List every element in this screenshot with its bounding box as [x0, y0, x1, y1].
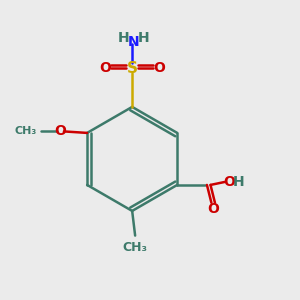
Text: O: O [207, 202, 219, 216]
Text: H: H [233, 175, 245, 189]
Text: H: H [138, 31, 149, 45]
Text: CH₃: CH₃ [123, 241, 148, 254]
Text: O: O [153, 61, 165, 75]
Text: O: O [100, 61, 111, 75]
Text: H: H [117, 31, 129, 45]
Text: CH₃: CH₃ [14, 126, 37, 136]
Text: O: O [223, 175, 235, 189]
Text: S: S [127, 61, 138, 76]
Text: O: O [54, 124, 66, 138]
Text: N: N [128, 34, 140, 49]
